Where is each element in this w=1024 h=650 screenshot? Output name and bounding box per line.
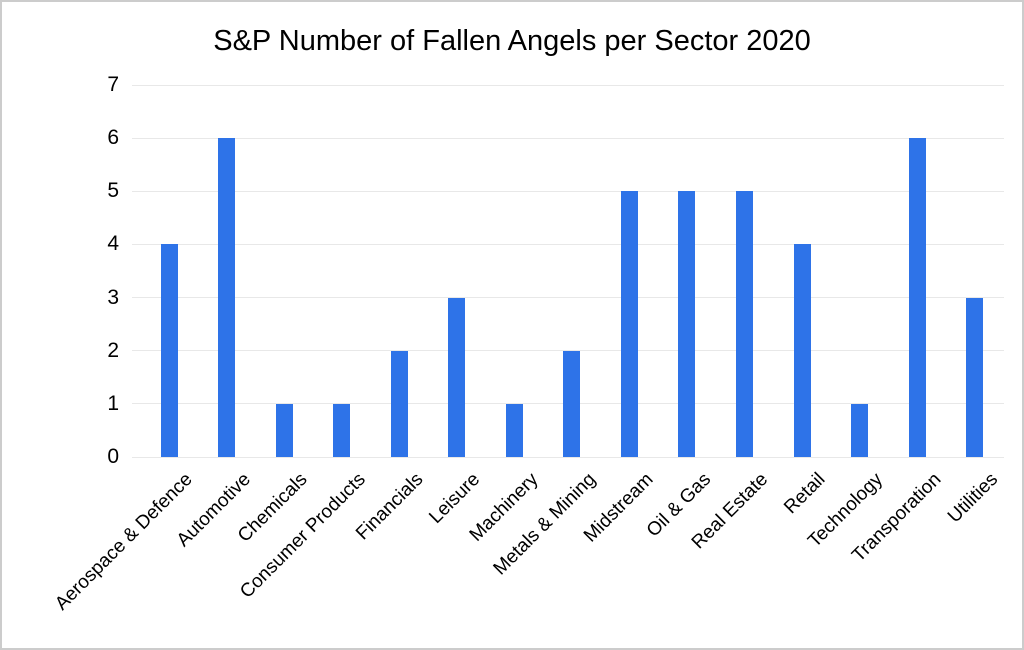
y-axis-tick-label: 2 bbox=[107, 338, 119, 362]
y-axis-tick-label: 5 bbox=[107, 179, 119, 203]
gridline bbox=[132, 350, 1004, 352]
x-axis-category-label: Leisure bbox=[425, 469, 485, 528]
bar-chemicals bbox=[275, 403, 293, 457]
x-axis-category-label: Oil & Gas bbox=[642, 469, 715, 542]
bar-leisure bbox=[448, 297, 466, 457]
bar-technology bbox=[851, 403, 869, 457]
x-axis-category-label: Consumer Products bbox=[235, 469, 370, 603]
gridline bbox=[132, 137, 1004, 139]
bar-financials bbox=[390, 350, 408, 457]
bar-real-estate bbox=[736, 191, 753, 457]
x-axis-category-label: Real Estate bbox=[688, 469, 773, 554]
chart-title: S&P Number of Fallen Angels per Sector 2… bbox=[213, 25, 811, 57]
gridline bbox=[132, 190, 1004, 192]
y-axis-tick-label: 3 bbox=[107, 285, 119, 309]
x-axis-category-label: Technology bbox=[804, 469, 888, 552]
gridline bbox=[132, 456, 1004, 458]
gridline bbox=[132, 403, 1004, 405]
x-axis-category-label: Machinery bbox=[465, 469, 543, 546]
bar-retail bbox=[793, 244, 811, 457]
bar-transporation bbox=[908, 138, 926, 457]
x-axis-category-label: Metals & Mining bbox=[489, 469, 600, 580]
x-axis-category-label: Chemicals bbox=[234, 469, 312, 547]
x-axis-category-label: Automotive bbox=[172, 469, 255, 552]
gridline bbox=[132, 84, 1004, 86]
bar-aerospace-defence bbox=[160, 244, 178, 457]
y-axis-tick-label: 1 bbox=[107, 391, 119, 415]
bar-machinery bbox=[505, 403, 523, 457]
x-axis-category-label: Transporation bbox=[847, 469, 946, 567]
gridline bbox=[132, 297, 1004, 299]
y-axis-tick-label: 6 bbox=[107, 126, 119, 150]
x-axis-category-label: Retail bbox=[780, 469, 830, 519]
x-axis-category-label: Financials bbox=[351, 469, 428, 545]
bar-utilities bbox=[966, 297, 984, 457]
gridline bbox=[132, 243, 1004, 245]
x-axis-category-label: Utilities bbox=[944, 469, 1003, 528]
y-axis-tick-label: 0 bbox=[107, 445, 119, 468]
x-axis-category-label: Aerospace & Defence bbox=[51, 469, 197, 615]
bar-consumer-products bbox=[333, 403, 351, 457]
bar-midstream bbox=[620, 191, 638, 457]
x-axis-category-label: Midstream bbox=[579, 469, 658, 547]
y-axis-tick-label: 7 bbox=[107, 73, 119, 96]
bar-metals-mining bbox=[563, 350, 581, 457]
y-axis-tick-label: 4 bbox=[107, 232, 119, 256]
bar-automotive bbox=[218, 138, 236, 457]
bar-oil-gas bbox=[678, 191, 696, 457]
